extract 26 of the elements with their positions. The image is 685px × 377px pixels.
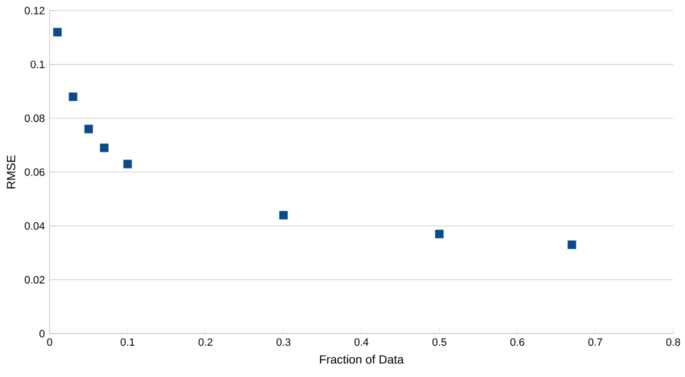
x-tick-label: 0.2 bbox=[198, 338, 212, 346]
point bbox=[100, 143, 108, 152]
point bbox=[123, 160, 132, 168]
x-axis-title: Fraction of Data bbox=[320, 354, 404, 364]
point bbox=[435, 230, 444, 238]
y-axis-title: RMSE bbox=[6, 155, 16, 188]
point bbox=[279, 210, 288, 220]
x-tick-label: 0.8 bbox=[666, 338, 680, 346]
y-tick-label: 0.02 bbox=[24, 276, 44, 284]
x-tick-label: 0.6 bbox=[510, 338, 524, 346]
y-tick-label: 0.12 bbox=[24, 6, 44, 14]
x-tick-label: 0.1 bbox=[120, 338, 134, 346]
point bbox=[568, 240, 576, 249]
y-tick-label: 0.08 bbox=[24, 114, 44, 122]
point bbox=[53, 28, 62, 36]
x-tick-label: 0.5 bbox=[432, 338, 446, 346]
x-tick-label: 0 bbox=[47, 338, 52, 346]
point bbox=[68, 92, 78, 101]
y-tick-label: 0.1 bbox=[30, 60, 44, 68]
x-tick-label: 0.3 bbox=[276, 338, 290, 346]
x-tick-label: 0.7 bbox=[588, 338, 602, 346]
x-tick-label: 0.4 bbox=[354, 338, 368, 346]
y-tick-label: 0 bbox=[40, 330, 45, 338]
point bbox=[84, 124, 93, 134]
y-tick-label: 0.06 bbox=[24, 168, 44, 176]
y-tick-label: 0.04 bbox=[24, 222, 45, 230]
